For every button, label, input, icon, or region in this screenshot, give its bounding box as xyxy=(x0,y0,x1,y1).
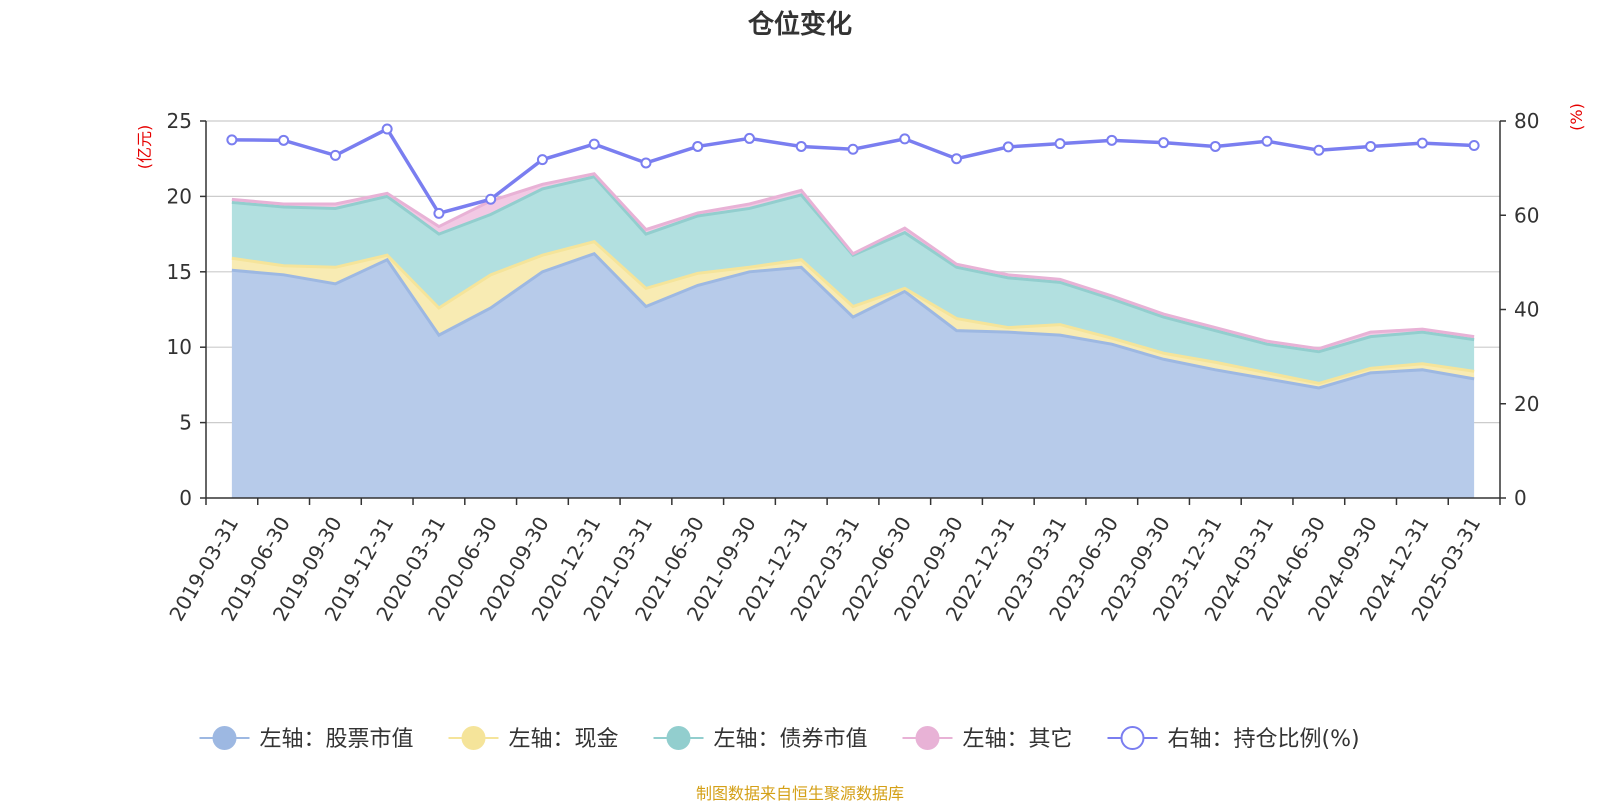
line-series-point xyxy=(1313,144,1325,156)
legend-item: 左轴：债券市值 xyxy=(653,726,868,752)
legend-label: 左轴：现金 xyxy=(509,727,619,752)
legend-label: 左轴：股票市值 xyxy=(260,727,414,752)
line-series-point xyxy=(226,134,238,146)
line-series-point xyxy=(588,138,600,150)
left-tick-label: 20 xyxy=(167,184,192,208)
chart-title: 仓位变化 xyxy=(747,10,852,40)
right-axis-label: (%) xyxy=(1567,103,1586,131)
line-series-point xyxy=(433,207,445,219)
line-series-point xyxy=(743,132,755,144)
right-tick-label: 60 xyxy=(1514,203,1539,227)
left-tick-label: 10 xyxy=(167,335,192,359)
line-series-point xyxy=(640,157,652,169)
line-series-point xyxy=(278,134,290,146)
line-series-point xyxy=(381,123,393,135)
left-tick-label: 0 xyxy=(179,486,192,510)
line-series-point xyxy=(1365,140,1377,152)
legend-swatch-marker xyxy=(212,726,237,750)
legend-swatch-marker xyxy=(1120,726,1145,750)
right-tick-label: 40 xyxy=(1514,298,1539,322)
line-series-point xyxy=(536,154,548,166)
left-tick-label: 25 xyxy=(167,109,192,133)
legend-label: 左轴：债券市值 xyxy=(714,727,868,752)
legend-item: 左轴：其它 xyxy=(902,726,1073,752)
legend-item: 左轴：股票市值 xyxy=(199,726,414,752)
line-series-point xyxy=(1002,141,1014,153)
legend-swatch-marker xyxy=(461,726,486,750)
left-tick-label: 15 xyxy=(167,260,192,284)
area-左轴：债券市值 xyxy=(231,176,1475,384)
line-series-point xyxy=(847,143,859,155)
line-series-point xyxy=(1054,138,1066,150)
line-series-point xyxy=(951,153,963,165)
legend-swatch-marker xyxy=(915,726,940,750)
legend-item: 左轴：现金 xyxy=(448,726,619,752)
line-series-point xyxy=(899,133,911,145)
right-tick-label: 80 xyxy=(1514,109,1539,133)
left-axis-label: (亿元) xyxy=(135,125,154,170)
line-series-point xyxy=(485,193,497,205)
legend-item: 右轴：持仓比例(%) xyxy=(1107,726,1360,752)
right-tick-label: 20 xyxy=(1514,392,1539,416)
area-左轴：股票市值 xyxy=(231,253,1475,498)
legend-label: 右轴：持仓比例(%) xyxy=(1168,727,1360,752)
line-series-point xyxy=(329,149,341,161)
line-series-point xyxy=(692,140,704,152)
area-edge-左轴：股票市值 xyxy=(231,251,1475,390)
legend-swatch-marker xyxy=(666,726,691,750)
line-series-point xyxy=(1106,134,1118,146)
area-edge-左轴：其它 xyxy=(231,172,1475,351)
line-series-path xyxy=(231,126,1475,216)
line-series-point xyxy=(1158,137,1170,149)
line-series-point xyxy=(1416,137,1428,149)
area-左轴：现金 xyxy=(231,241,1475,388)
left-tick-label: 5 xyxy=(179,411,192,435)
area-edge-左轴：现金 xyxy=(231,239,1475,385)
line-series-point xyxy=(1209,140,1221,152)
line-series-point xyxy=(1261,135,1273,147)
legend-label: 左轴：其它 xyxy=(963,727,1073,752)
right-tick-label: 0 xyxy=(1514,486,1527,510)
source-note: 制图数据来自恒生聚源数据库 xyxy=(695,784,904,803)
line-series-point xyxy=(795,140,807,152)
line-series-point xyxy=(1468,140,1480,152)
